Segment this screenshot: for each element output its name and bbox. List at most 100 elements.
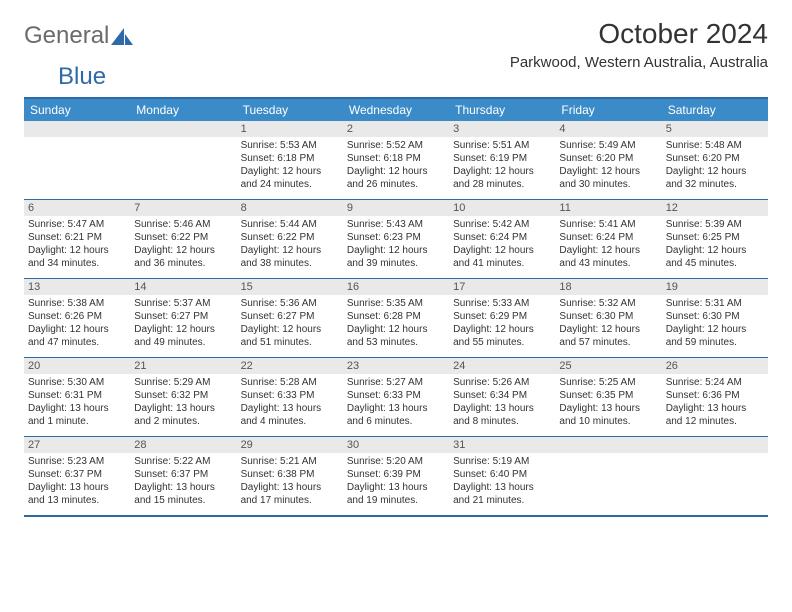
cell-body: Sunrise: 5:25 AMSunset: 6:35 PMDaylight:… [555,376,661,432]
cell-body: Sunrise: 5:51 AMSunset: 6:19 PMDaylight:… [449,139,555,195]
calendar-cell: 25Sunrise: 5:25 AMSunset: 6:35 PMDayligh… [555,358,661,436]
sunset-text: Sunset: 6:23 PM [347,231,445,244]
calendar-cell: 2Sunrise: 5:52 AMSunset: 6:18 PMDaylight… [343,121,449,199]
daylight-text: Daylight: 12 hours and 24 minutes. [241,165,339,191]
day-number: 31 [449,437,555,453]
sunset-text: Sunset: 6:27 PM [241,310,339,323]
cell-body: Sunrise: 5:24 AMSunset: 6:36 PMDaylight:… [662,376,768,432]
day-number: 20 [24,358,130,374]
sunset-text: Sunset: 6:37 PM [134,468,232,481]
sunset-text: Sunset: 6:38 PM [241,468,339,481]
cell-body: Sunrise: 5:42 AMSunset: 6:24 PMDaylight:… [449,218,555,274]
cell-body: Sunrise: 5:46 AMSunset: 6:22 PMDaylight:… [130,218,236,274]
sunrise-text: Sunrise: 5:24 AM [666,376,764,389]
daylight-text: Daylight: 13 hours and 17 minutes. [241,481,339,507]
day-number: 8 [237,200,343,216]
day-header: Friday [555,99,661,121]
sunset-text: Sunset: 6:28 PM [347,310,445,323]
daylight-text: Daylight: 12 hours and 57 minutes. [559,323,657,349]
daylight-text: Daylight: 12 hours and 41 minutes. [453,244,551,270]
location: Parkwood, Western Australia, Australia [510,54,768,71]
sunset-text: Sunset: 6:31 PM [28,389,126,402]
cell-body: Sunrise: 5:28 AMSunset: 6:33 PMDaylight:… [237,376,343,432]
sunset-text: Sunset: 6:40 PM [453,468,551,481]
sunset-text: Sunset: 6:20 PM [666,152,764,165]
sunset-text: Sunset: 6:30 PM [559,310,657,323]
daylight-text: Daylight: 13 hours and 2 minutes. [134,402,232,428]
sunrise-text: Sunrise: 5:42 AM [453,218,551,231]
day-number: 19 [662,279,768,295]
day-header: Sunday [24,99,130,121]
calendar-cell: 22Sunrise: 5:28 AMSunset: 6:33 PMDayligh… [237,358,343,436]
sunrise-text: Sunrise: 5:26 AM [453,376,551,389]
sunset-text: Sunset: 6:33 PM [347,389,445,402]
day-number: 18 [555,279,661,295]
calendar-cell: 7Sunrise: 5:46 AMSunset: 6:22 PMDaylight… [130,200,236,278]
cell-body: Sunrise: 5:26 AMSunset: 6:34 PMDaylight:… [449,376,555,432]
sunset-text: Sunset: 6:24 PM [453,231,551,244]
cell-body: Sunrise: 5:31 AMSunset: 6:30 PMDaylight:… [662,297,768,353]
logo-text-2: Blue [58,63,106,91]
calendar: SundayMondayTuesdayWednesdayThursdayFrid… [24,97,768,517]
calendar-cell: 17Sunrise: 5:33 AMSunset: 6:29 PMDayligh… [449,279,555,357]
day-number: 27 [24,437,130,453]
week-row: 27Sunrise: 5:23 AMSunset: 6:37 PMDayligh… [24,437,768,517]
sunset-text: Sunset: 6:35 PM [559,389,657,402]
calendar-cell: 30 Sunrise: 5:20 AMSunset: 6:39 PMDayligh… [343,437,449,515]
cell-body: Sunrise: 5:43 AMSunset: 6:23 PMDaylight:… [343,218,449,274]
daylight-text: Daylight: 12 hours and 39 minutes. [347,244,445,270]
day-number: 13 [24,279,130,295]
day-number: 11 [555,200,661,216]
sunrise-text: Sunrise: 5:31 AM [666,297,764,310]
day-number: 21 [130,358,236,374]
sunset-text: Sunset: 6:20 PM [559,152,657,165]
day-number: 10 [449,200,555,216]
sunset-text: Sunset: 6:39 PM [347,468,445,481]
sunset-text: Sunset: 6:33 PM [241,389,339,402]
sunrise-text: Sunrise: 5:22 AM [134,455,232,468]
week-row: 1Sunrise: 5:53 AMSunset: 6:18 PMDaylight… [24,121,768,200]
calendar-cell: 10 Sunrise: 5:42 AMSunset: 6:24 PMDayligh… [449,200,555,278]
cell-body: Sunrise: 5:38 AMSunset: 6:26 PMDaylight:… [24,297,130,353]
calendar-cell: 1Sunrise: 5:53 AMSunset: 6:18 PMDaylight… [237,121,343,199]
day-number [555,437,661,453]
calendar-cell: 16Sunrise: 5:35 AMSunset: 6:28 PMDayligh… [343,279,449,357]
day-header: Saturday [662,99,768,121]
cell-body: Sunrise: 5:49 AMSunset: 6:20 PMDaylight:… [555,139,661,195]
calendar-cell: 21Sunrise: 5:29 AMSunset: 6:32 PMDayligh… [130,358,236,436]
daylight-text: Daylight: 12 hours and 59 minutes. [666,323,764,349]
day-number: 15 [237,279,343,295]
cell-body: Sunrise: 5:39 AMSunset: 6:25 PMDaylight:… [662,218,768,274]
calendar-cell: 26Sunrise: 5:24 AMSunset: 6:36 PMDayligh… [662,358,768,436]
day-header: Thursday [449,99,555,121]
calendar-cell: 29Sunrise: 5:21 AMSunset: 6:38 PMDayligh… [237,437,343,515]
week-row: 6Sunrise: 5:47 AMSunset: 6:21 PMDaylight… [24,200,768,279]
day-number [24,121,130,137]
sunset-text: Sunset: 6:30 PM [666,310,764,323]
daylight-text: Daylight: 12 hours and 51 minutes. [241,323,339,349]
cell-body: Sunrise: 5:41 AMSunset: 6:24 PMDaylight:… [555,218,661,274]
sunrise-text: Sunrise: 5:19 AM [453,455,551,468]
sunset-text: Sunset: 6:22 PM [241,231,339,244]
calendar-cell: 13 Sunrise: 5:38 AMSunset: 6:26 PMDayligh… [24,279,130,357]
day-number: 5 [662,121,768,137]
day-number: 29 [237,437,343,453]
sunrise-text: Sunrise: 5:20 AM [347,455,445,468]
calendar-cell [24,121,130,199]
day-header: Monday [130,99,236,121]
day-number: 1 [237,121,343,137]
cell-body: Sunrise: 5:20 AMSunset: 6:39 PMDaylight:… [343,455,449,511]
calendar-cell: 24Sunrise: 5:26 AMSunset: 6:34 PMDayligh… [449,358,555,436]
day-number: 30 [343,437,449,453]
title-block: October 2024 Parkwood, Western Australia… [510,18,768,71]
logo: General [24,22,133,50]
calendar-cell: 12Sunrise: 5:39 AMSunset: 6:25 PMDayligh… [662,200,768,278]
day-number: 6 [24,200,130,216]
sunrise-text: Sunrise: 5:35 AM [347,297,445,310]
cell-body: Sunrise: 5:19 AMSunset: 6:40 PMDaylight:… [449,455,555,511]
calendar-cell: 6Sunrise: 5:47 AMSunset: 6:21 PMDaylight… [24,200,130,278]
day-number [662,437,768,453]
day-number: 3 [449,121,555,137]
calendar-cell: 20Sunrise: 5:30 AMSunset: 6:31 PMDayligh… [24,358,130,436]
sunrise-text: Sunrise: 5:32 AM [559,297,657,310]
